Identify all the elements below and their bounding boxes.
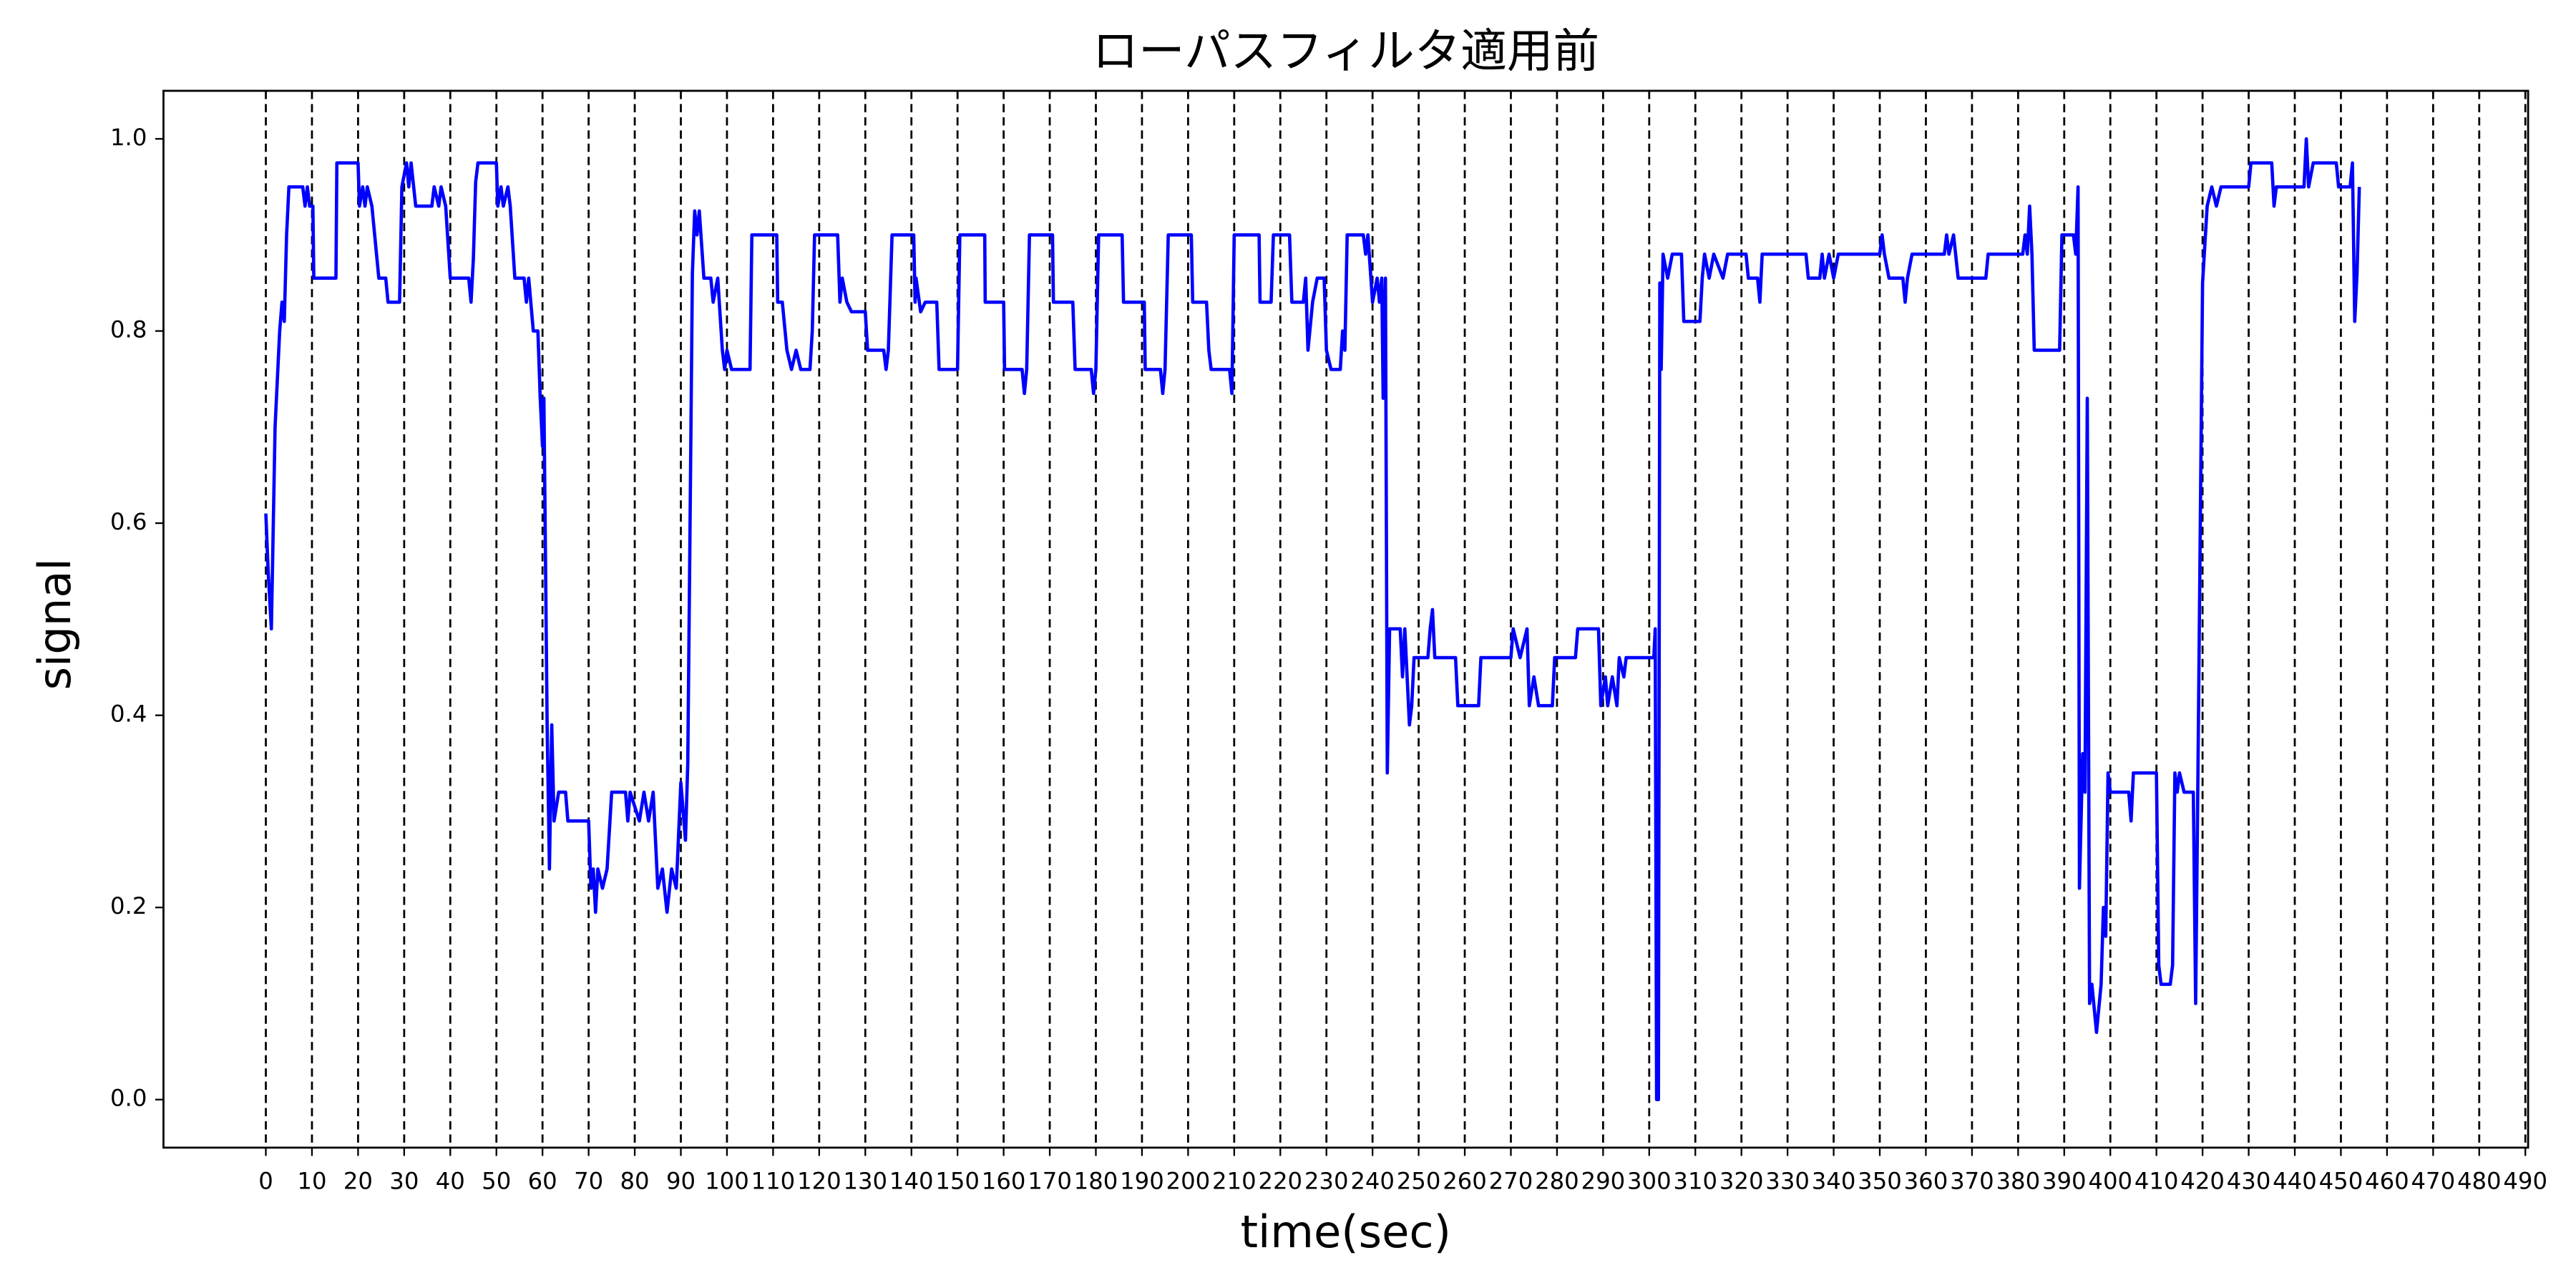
x-tick-label: 480 (2457, 1167, 2502, 1194)
x-tick-label: 440 (2273, 1167, 2317, 1194)
y-axis-label: signal (29, 558, 81, 690)
x-tick-label: 490 (2503, 1167, 2547, 1194)
x-tick-label: 140 (889, 1167, 934, 1194)
x-tick-label: 430 (2227, 1167, 2271, 1194)
x-tick-label: 250 (1397, 1167, 1441, 1194)
x-tick-label: 60 (528, 1167, 557, 1194)
x-tick-label: 30 (389, 1167, 419, 1194)
x-tick-label: 110 (751, 1167, 796, 1194)
x-tick-label: 390 (2042, 1167, 2087, 1194)
x-tick-label: 0 (258, 1167, 273, 1194)
x-tick-label: 310 (1673, 1167, 1717, 1194)
x-tick-label: 210 (1212, 1167, 1257, 1194)
x-tick-label: 170 (1028, 1167, 1072, 1194)
x-tick-label: 100 (705, 1167, 749, 1194)
x-tick-label: 80 (620, 1167, 650, 1194)
x-tick-label: 270 (1489, 1167, 1533, 1194)
x-tick-label: 450 (2319, 1167, 2363, 1194)
y-tick-label: 0.4 (110, 701, 147, 728)
x-tick-label: 260 (1443, 1167, 1487, 1194)
y-tick-label: 0.2 (110, 892, 147, 919)
x-tick-label: 360 (1904, 1167, 1948, 1194)
x-tick-label: 300 (1627, 1167, 1672, 1194)
x-tick-label: 70 (574, 1167, 603, 1194)
x-tick-label: 410 (2135, 1167, 2179, 1194)
x-tick-label: 320 (1719, 1167, 1764, 1194)
x-tick-label: 380 (1996, 1167, 2041, 1194)
x-tick-label: 220 (1258, 1167, 1302, 1194)
x-tick-label: 50 (482, 1167, 511, 1194)
plot-frame (162, 89, 2529, 1149)
x-tick-label: 40 (436, 1167, 465, 1194)
x-tick-label: 420 (2180, 1167, 2225, 1194)
x-tick-label: 130 (843, 1167, 887, 1194)
x-tick-label: 370 (1950, 1167, 1994, 1194)
x-tick-label: 290 (1581, 1167, 1626, 1194)
y-tick-label: 1.0 (110, 124, 147, 151)
y-tick-label: 0.6 (110, 508, 147, 535)
y-tick-label: 0.0 (110, 1085, 147, 1112)
x-tick-label: 190 (1120, 1167, 1164, 1194)
x-tick-label: 470 (2411, 1167, 2455, 1194)
x-tick-label: 230 (1304, 1167, 1349, 1194)
x-tick-label: 350 (1858, 1167, 1902, 1194)
x-tick-label: 240 (1350, 1167, 1395, 1194)
chart-title: ローパスフィルタ適用前 (1092, 25, 1599, 79)
x-tick-label: 180 (1074, 1167, 1118, 1194)
x-axis-label: time(sec) (1241, 1206, 1451, 1258)
x-tick-label: 200 (1166, 1167, 1211, 1194)
y-tick-label: 0.8 (110, 316, 147, 343)
signal-line (264, 137, 2361, 1102)
x-tick-label: 10 (297, 1167, 326, 1194)
x-tick-label: 120 (797, 1167, 841, 1194)
x-tick-label: 90 (666, 1167, 696, 1194)
x-tick-label: 160 (982, 1167, 1026, 1194)
x-tick-label: 280 (1535, 1167, 1579, 1194)
x-tick-label: 400 (2088, 1167, 2132, 1194)
x-tick-label: 330 (1765, 1167, 1810, 1194)
x-tick-label: 20 (343, 1167, 373, 1194)
x-tick-label: 150 (935, 1167, 980, 1194)
plot-area: 0 10 20 30 40 50 60 70 80 90 100 110 120 130 140 150 160… (110, 89, 2547, 1194)
x-tick-label: 460 (2365, 1167, 2409, 1194)
x-tick-label: 340 (1812, 1167, 1856, 1194)
